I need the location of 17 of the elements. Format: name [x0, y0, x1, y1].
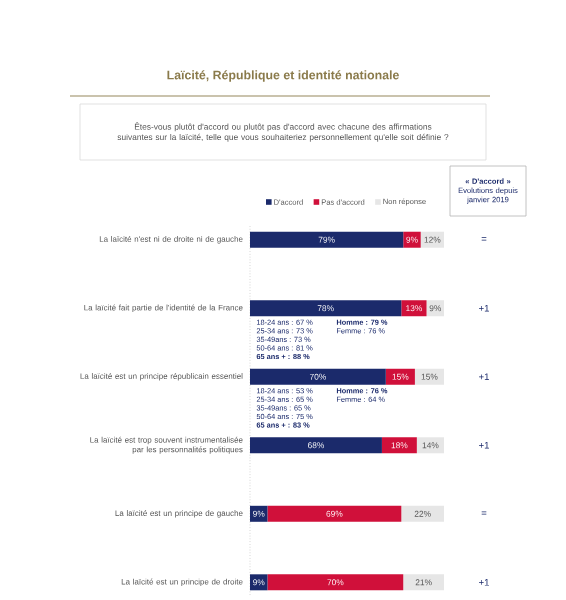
bar	[401, 505, 444, 522]
bar	[250, 368, 386, 385]
bar	[250, 231, 404, 248]
bar	[250, 574, 268, 591]
bar	[426, 300, 444, 317]
bar	[401, 300, 427, 317]
bar	[267, 574, 404, 591]
bar	[385, 368, 415, 385]
bar	[250, 437, 382, 454]
bar	[403, 231, 421, 248]
bar	[416, 437, 444, 454]
bar	[250, 300, 402, 317]
bar	[381, 437, 417, 454]
bar	[403, 574, 444, 591]
bar	[420, 231, 444, 248]
bar	[414, 368, 444, 385]
bar	[267, 505, 402, 522]
